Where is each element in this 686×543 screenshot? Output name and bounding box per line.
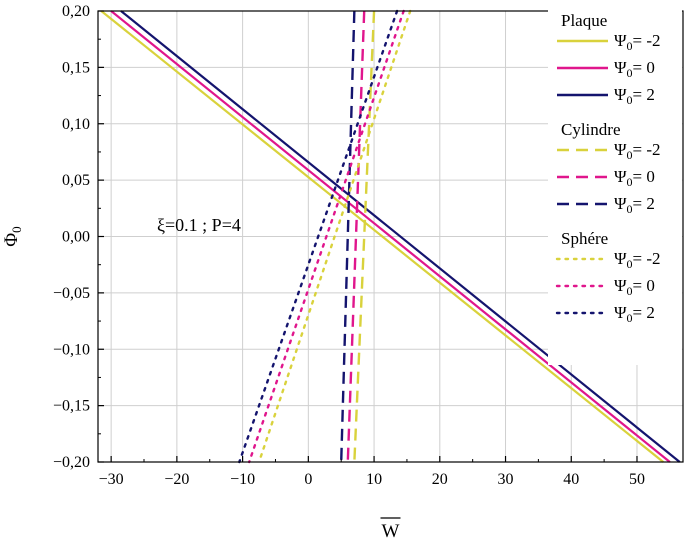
legend-label: Ψ0= 0 — [614, 167, 655, 189]
x-tick-label: 0 — [304, 471, 312, 488]
series-line-dotted-2 — [238, 9, 399, 464]
y-tick-label: −0,15 — [53, 398, 90, 415]
legend-label: Ψ0= 2 — [614, 194, 655, 216]
y-axis-title-main: Φ — [1, 233, 22, 247]
x-tick-label: 10 — [366, 471, 382, 488]
y-tick-label: −0,05 — [53, 285, 90, 302]
y-tick-label: 0,05 — [62, 172, 90, 189]
legend-label: Ψ0= -2 — [614, 249, 661, 271]
y-tick-label: −0,20 — [53, 454, 90, 471]
series-line-dotted-0 — [257, 9, 412, 464]
x-tick-label: −20 — [164, 471, 189, 488]
y-tick-labels: 0,20 0,15 0,10 0,05 0,00 −0,05 −0,10 −0,15 −0,20 — [53, 3, 90, 471]
legend-group-title: Plaque — [561, 11, 607, 30]
x-tick-label: 40 — [563, 471, 579, 488]
legend-group-title: Sphére — [561, 229, 608, 248]
x-axis-title: W — [382, 521, 400, 542]
x-tick-labels: −30 −20 −10 0 10 20 30 40 50 — [99, 471, 645, 488]
x-tick-label: 50 — [629, 471, 645, 488]
series-line-solid-2 — [120, 10, 681, 463]
legend-group-title: Cylindre — [561, 120, 621, 139]
y-axis-title-subscript: 0 — [9, 226, 24, 233]
x-tick-label: −30 — [99, 471, 124, 488]
y-tick-label: 0,20 — [62, 3, 90, 20]
axis-ticks — [98, 10, 638, 463]
legend-label: Ψ0= 0 — [614, 276, 655, 298]
series-line-solid-0 — [100, 10, 664, 463]
y-axis-title: Φ0 — [1, 226, 24, 246]
x-tick-label: 30 — [498, 471, 514, 488]
y-tick-label: 0,15 — [62, 59, 90, 76]
legend-label: Ψ0= -2 — [614, 140, 661, 162]
y-tick-label: −0,10 — [53, 341, 90, 358]
parameter-annotation: ξ=0.1 ; P=4 — [157, 215, 241, 235]
legend-label: Ψ0= -2 — [614, 31, 661, 53]
y-tick-label: 0,00 — [62, 229, 90, 246]
legend-label: Ψ0= 2 — [614, 303, 655, 325]
x-tick-label: 20 — [432, 471, 448, 488]
x-tick-label: −10 — [230, 471, 255, 488]
series-lines — [100, 9, 681, 464]
series-line-solid-1 — [110, 10, 671, 463]
series-line-dotted-1 — [247, 9, 405, 464]
legend-label: Ψ0= 0 — [614, 58, 655, 80]
legend-label: Ψ0= 2 — [614, 85, 655, 107]
y-tick-label: 0,10 — [62, 116, 90, 133]
